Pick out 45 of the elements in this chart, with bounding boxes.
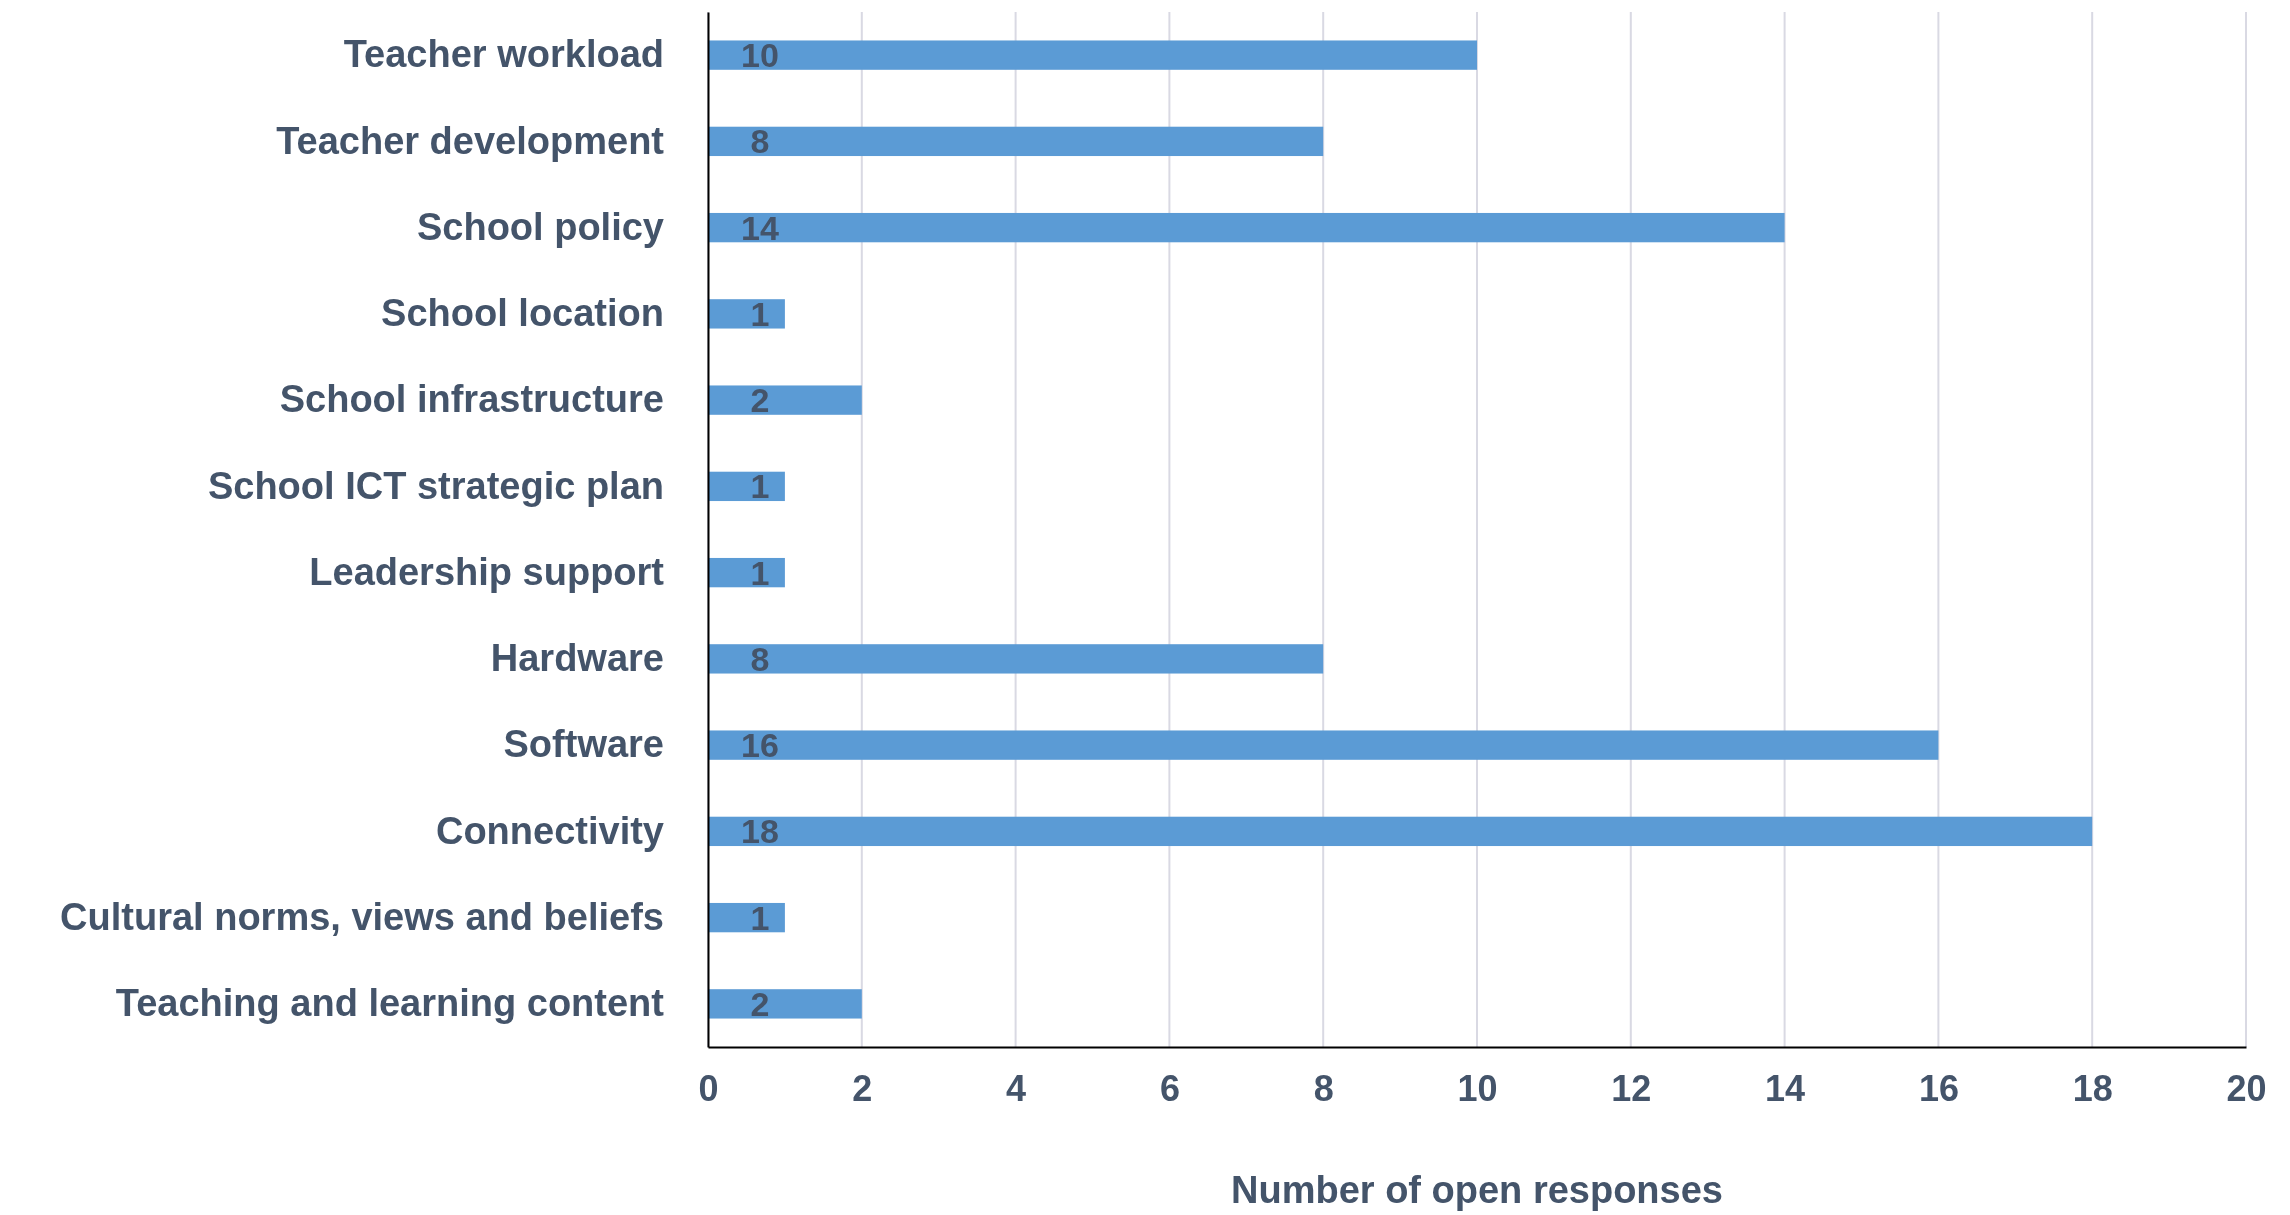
y-tick-label: Leadership support [309,550,665,593]
y-tick-label: Software [503,723,664,766]
y-tick-label: Connectivity [435,809,664,852]
data-label: 14 [741,208,779,247]
x-tick-label: 12 [1611,1067,1652,1109]
x-tick-label: 14 [1765,1067,1806,1109]
x-tick-label: 16 [1918,1067,1959,1109]
data-label: 1 [750,467,770,506]
x-tick-label: 0 [698,1067,719,1109]
data-label: 2 [750,381,770,420]
y-tick-label: Cultural norms, views and beliefs [60,895,664,938]
x-tick-label: 2 [852,1067,873,1109]
y-tick-label: Teacher workload [343,33,664,76]
data-label: 1 [750,294,770,333]
data-label: 2 [750,984,770,1023]
y-tick-label: School ICT strategic plan [207,464,664,507]
data-label: 18 [741,812,779,851]
y-tick-label: Hardware [490,637,664,680]
data-label: 16 [741,726,779,765]
y-tick-label: School location [381,292,664,335]
x-axis-title: Number of open responses [1231,1169,1723,1211]
data-label: 10 [741,36,779,75]
data-label: 1 [750,553,770,592]
data-label: 8 [750,639,770,678]
bar [708,730,1939,760]
y-tick-label: School policy [416,205,664,248]
x-tick-label: 6 [1159,1067,1180,1109]
y-tick-label: Teaching and learning content [115,982,665,1025]
bar [708,299,785,329]
x-tick-label: 4 [1006,1067,1027,1109]
x-tick-label: 20 [2226,1067,2267,1109]
x-tick-label: 8 [1313,1067,1334,1109]
bar [708,816,2093,847]
x-tick-label: 10 [1457,1067,1498,1109]
bar [708,212,1785,243]
y-tick-label: School infrastructure [279,378,664,421]
y-tick-label: Teacher development [276,119,665,162]
bar [708,40,1477,70]
bar [708,385,862,415]
bar [708,644,1324,674]
data-label: 1 [750,898,770,937]
data-label: 8 [750,122,770,161]
bar [708,989,862,1019]
bar [708,126,1324,157]
x-tick-label: 18 [2072,1067,2113,1109]
